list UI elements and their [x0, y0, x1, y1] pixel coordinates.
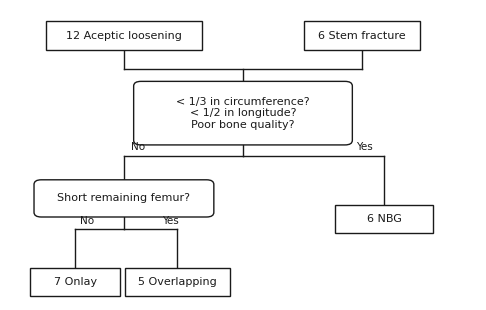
Text: 7 Onlay: 7 Onlay — [54, 277, 97, 287]
Text: Yes: Yes — [162, 216, 178, 226]
FancyBboxPatch shape — [34, 180, 214, 217]
FancyBboxPatch shape — [134, 82, 352, 145]
Text: Short remaining femur?: Short remaining femur? — [57, 193, 191, 203]
FancyBboxPatch shape — [46, 21, 202, 50]
Text: 12 Aceptic loosening: 12 Aceptic loosening — [66, 31, 182, 41]
Text: < 1/3 in circumference?
< 1/2 in longitude?
Poor bone quality?: < 1/3 in circumference? < 1/2 in longitu… — [176, 96, 310, 130]
FancyBboxPatch shape — [335, 205, 433, 232]
FancyBboxPatch shape — [304, 21, 420, 50]
FancyBboxPatch shape — [30, 268, 121, 296]
Text: No: No — [131, 142, 146, 152]
FancyBboxPatch shape — [125, 268, 230, 296]
Text: 5 Overlapping: 5 Overlapping — [138, 277, 217, 287]
Text: Yes: Yes — [356, 142, 373, 152]
Text: 6 Stem fracture: 6 Stem fracture — [318, 31, 406, 41]
Text: 6 NBG: 6 NBG — [366, 214, 401, 224]
Text: No: No — [80, 216, 95, 226]
